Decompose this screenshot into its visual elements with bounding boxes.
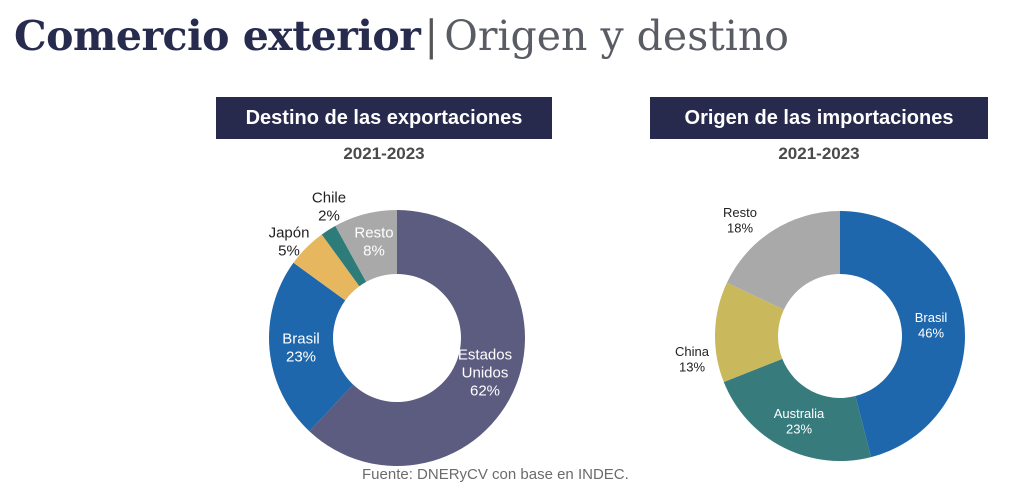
slice-chile (321, 225, 367, 287)
title-main: Comercio exterior (14, 12, 421, 60)
imports-donut-chart: Brasil 46% Australia 23% China 13% Resto 18% (675, 205, 966, 461)
slice-estados-unidos (309, 210, 525, 466)
slice-resto (726, 211, 840, 310)
slice-brasil (840, 211, 966, 458)
exports-donut-chart: Estados Unidos 62% Brasil 23% Japón 5%Chile 2%R… (269, 189, 525, 466)
slice-australia (723, 358, 872, 461)
data-label-resto: Resto 18% (723, 205, 757, 236)
data-label-japón: Japón 5% (269, 224, 310, 259)
data-label-brasil: Brasil 46% (915, 310, 948, 341)
page-title: Comercio exterior| Origen y destino (14, 8, 789, 64)
data-label-brasil: Brasil 23% (282, 330, 320, 365)
slice-japón (293, 234, 360, 301)
slice-brasil (269, 262, 354, 432)
imports-chart-period: 2021-2023 (778, 144, 860, 163)
data-label-chile: Chile 2% (312, 189, 346, 224)
exports-chart-title: Destino de las exportaciones (216, 97, 552, 139)
exports-chart-period: 2021-2023 (343, 144, 425, 163)
title-sub: Origen y destino (444, 12, 789, 60)
source-note: Fuente: DNERyCV con base en INDEC. (362, 466, 629, 483)
title-separator: | (424, 12, 439, 60)
slice-resto (335, 210, 397, 282)
data-label-australia: Australia 23% (774, 406, 825, 437)
data-label-china: China 13% (675, 344, 710, 375)
data-label-estados-unidos: Estados Unidos 62% (458, 346, 512, 399)
data-label-resto: Resto 8% (354, 224, 393, 259)
slice-china (715, 282, 784, 383)
imports-chart-title: Origen de las importaciones (650, 97, 988, 139)
